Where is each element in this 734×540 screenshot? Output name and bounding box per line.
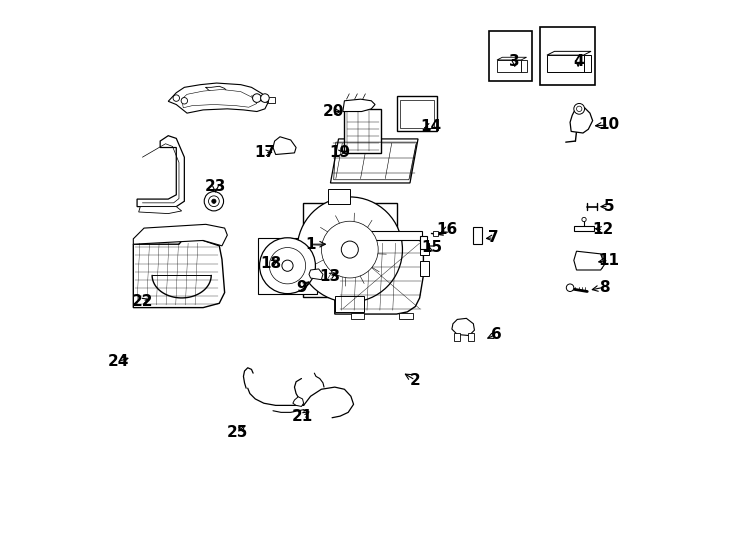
Text: 6: 6 <box>490 327 501 342</box>
Text: 18: 18 <box>261 256 282 271</box>
Circle shape <box>321 221 378 278</box>
Polygon shape <box>497 57 526 60</box>
Text: 20: 20 <box>323 104 344 119</box>
Circle shape <box>204 192 224 211</box>
Circle shape <box>574 104 584 114</box>
Polygon shape <box>547 55 584 72</box>
Text: 4: 4 <box>573 54 584 69</box>
Bar <box>420 235 427 248</box>
Polygon shape <box>168 83 268 113</box>
Text: 21: 21 <box>292 409 313 423</box>
Text: 23: 23 <box>205 179 226 194</box>
Bar <box>399 313 413 320</box>
Text: 10: 10 <box>598 118 619 132</box>
Circle shape <box>252 94 261 103</box>
Polygon shape <box>309 269 323 280</box>
Bar <box>302 203 396 297</box>
Polygon shape <box>343 99 375 112</box>
Bar <box>351 313 364 320</box>
Text: 19: 19 <box>330 145 351 160</box>
Bar <box>400 100 434 128</box>
Bar <box>339 231 422 240</box>
Bar <box>540 26 595 85</box>
Text: 3: 3 <box>509 54 520 69</box>
Polygon shape <box>134 224 228 246</box>
Bar <box>258 238 316 294</box>
Polygon shape <box>293 397 304 407</box>
Text: 17: 17 <box>255 145 275 160</box>
Text: 15: 15 <box>421 240 442 255</box>
Text: 24: 24 <box>108 354 129 369</box>
Polygon shape <box>335 237 424 314</box>
Text: 11: 11 <box>598 253 619 268</box>
Text: 13: 13 <box>319 269 340 284</box>
Bar <box>268 97 275 104</box>
Circle shape <box>211 199 216 204</box>
Text: 5: 5 <box>603 199 614 214</box>
Bar <box>316 253 328 279</box>
Bar <box>335 296 364 312</box>
Bar <box>473 227 482 244</box>
Circle shape <box>269 247 305 284</box>
Polygon shape <box>452 319 474 335</box>
Polygon shape <box>137 136 184 207</box>
Polygon shape <box>273 137 296 154</box>
Circle shape <box>576 106 582 112</box>
Bar <box>344 109 381 153</box>
Circle shape <box>173 95 180 102</box>
Circle shape <box>181 98 188 104</box>
Polygon shape <box>570 106 592 133</box>
Bar <box>490 31 532 81</box>
Circle shape <box>260 238 316 294</box>
Polygon shape <box>584 55 591 72</box>
Polygon shape <box>521 60 526 72</box>
Text: 14: 14 <box>420 118 441 133</box>
Polygon shape <box>574 226 594 231</box>
Polygon shape <box>497 60 521 72</box>
Circle shape <box>567 284 574 292</box>
Text: 16: 16 <box>436 222 457 237</box>
Polygon shape <box>139 207 181 214</box>
Text: 7: 7 <box>488 230 499 245</box>
Text: 22: 22 <box>131 294 153 309</box>
Bar <box>420 243 429 255</box>
Bar <box>420 261 429 276</box>
Text: 2: 2 <box>410 373 421 388</box>
Polygon shape <box>134 239 225 308</box>
Text: 12: 12 <box>593 222 614 237</box>
Circle shape <box>208 196 219 207</box>
Circle shape <box>297 197 402 302</box>
Text: 25: 25 <box>226 425 247 440</box>
Polygon shape <box>330 139 418 183</box>
Circle shape <box>341 241 358 258</box>
Bar <box>432 231 438 236</box>
Text: 9: 9 <box>296 280 307 295</box>
Bar <box>468 333 474 341</box>
Text: 8: 8 <box>599 280 610 295</box>
Bar <box>397 97 437 131</box>
Circle shape <box>261 94 269 103</box>
Text: 1: 1 <box>305 237 316 252</box>
Circle shape <box>282 260 293 271</box>
Circle shape <box>582 218 586 221</box>
Bar <box>328 190 350 205</box>
Polygon shape <box>574 251 605 270</box>
Polygon shape <box>547 51 591 55</box>
Polygon shape <box>181 90 257 108</box>
Bar <box>454 333 460 341</box>
